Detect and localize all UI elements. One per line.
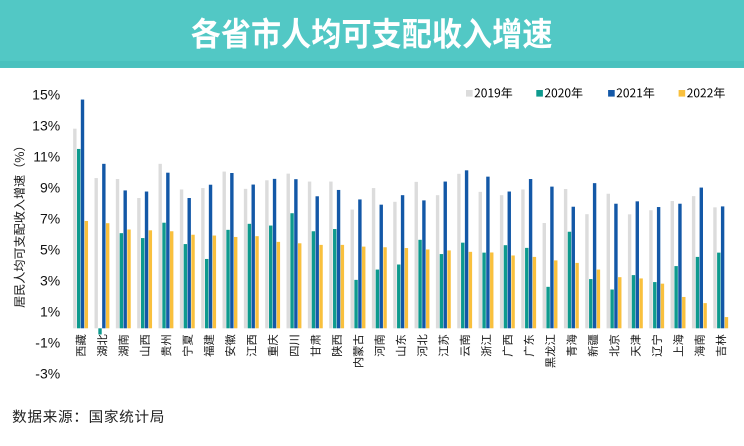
svg-text:7%: 7% [40, 211, 60, 227]
svg-text:11%: 11% [33, 149, 60, 165]
svg-text:-3%: -3% [35, 365, 60, 381]
svg-text:9%: 9% [40, 180, 60, 196]
svg-text:5%: 5% [40, 242, 60, 258]
svg-text:3%: 3% [40, 272, 60, 288]
svg-text:13%: 13% [32, 118, 60, 134]
svg-text:1%: 1% [40, 303, 60, 319]
svg-text:-1%: -1% [35, 334, 60, 350]
svg-text:15%: 15% [32, 87, 60, 103]
